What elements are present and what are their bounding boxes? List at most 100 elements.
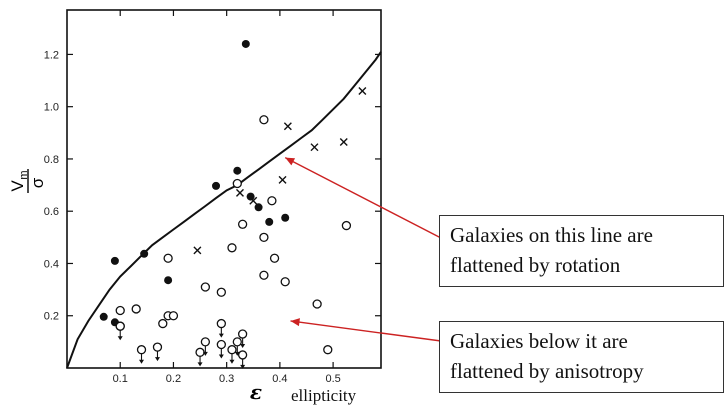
y-axis-label-numerator: V	[8, 180, 27, 192]
point-open	[341, 220, 352, 231]
upper-limit-circle	[216, 318, 226, 329]
point-filled	[212, 181, 221, 190]
point-filled	[99, 312, 108, 321]
point-open	[200, 282, 211, 292]
point-upper-limit	[227, 345, 237, 364]
point-filled	[254, 203, 263, 212]
point-open	[232, 178, 242, 189]
point-open	[115, 305, 125, 316]
y-tick-label: 0.4	[44, 258, 59, 270]
callout-rotation-line2: flattened by rotation	[450, 253, 621, 277]
point-upper-limit	[216, 339, 226, 359]
point-upper-limit	[136, 345, 147, 364]
point-cross	[310, 143, 319, 152]
point-upper-limit	[195, 347, 205, 367]
point-open	[267, 196, 277, 206]
point-cross	[283, 122, 292, 131]
point-filled	[233, 166, 242, 175]
axis-ticks: 0.1 0.2 0.3 0.4 0.5 0.2 0.4 0.6 0.8 1.0 1.2	[44, 10, 381, 385]
point-upper-limit	[216, 318, 226, 338]
point-open	[259, 270, 269, 280]
annotation-arrow	[284, 157, 442, 239]
upper-limit-arrowhead	[229, 359, 235, 364]
upper-limit-arrowhead	[218, 333, 224, 338]
point-open	[280, 277, 290, 287]
cross-stroke-b	[278, 175, 287, 184]
arrow-head	[290, 318, 300, 327]
y-axis-label-subscript: m	[18, 170, 30, 179]
y-tick-label: 0.2	[44, 311, 59, 323]
point-filled	[265, 217, 274, 226]
point-open	[216, 287, 226, 297]
upper-limit-arrowhead	[202, 351, 208, 356]
point-filled	[164, 276, 173, 285]
upper-limit-circle	[227, 345, 237, 355]
point-open	[323, 345, 333, 355]
cross-stroke-b	[358, 87, 367, 96]
point-cross	[278, 175, 287, 184]
x-tick-label: 0.2	[166, 373, 181, 385]
annotation-arrow	[290, 318, 442, 342]
y-tick-label: 0.8	[44, 154, 59, 166]
x-axis-label-group: ε	[250, 380, 262, 404]
point-open	[312, 299, 322, 309]
x-tick-label: 0.1	[113, 373, 128, 385]
point-open	[168, 311, 179, 321]
upper-limit-circle	[216, 339, 226, 350]
point-open	[158, 318, 168, 329]
point-upper-limit	[237, 329, 248, 349]
callout-rotation-line1: Galaxies on this line are	[450, 223, 653, 247]
point-open	[237, 219, 248, 229]
upper-limit-circle	[136, 345, 147, 355]
rotation-curve	[66, 51, 382, 369]
point-upper-limit	[232, 337, 242, 356]
point-filled	[246, 192, 255, 201]
arrow-head	[285, 157, 296, 166]
point-open	[227, 243, 237, 253]
y-tick-label: 1.2	[44, 49, 59, 61]
upper-limit-circle	[152, 342, 163, 352]
upper-limit-circle	[237, 329, 248, 339]
cross-stroke-b	[235, 188, 244, 197]
x-tick-label: 0.5	[325, 373, 340, 385]
upper-limit-arrowhead	[117, 336, 123, 341]
upper-limit-circle	[237, 350, 248, 360]
upper-limit-circle	[200, 337, 211, 347]
point-open	[259, 232, 269, 242]
upper-limit-circle	[195, 347, 205, 357]
x-axis-label: ε	[250, 380, 262, 404]
point-upper-limit	[152, 342, 163, 362]
y-tick-label: 0.6	[44, 206, 59, 218]
data-points	[99, 39, 367, 369]
point-open	[131, 304, 141, 314]
upper-limit-arrowhead	[240, 344, 246, 349]
cross-stroke-b	[310, 143, 319, 152]
point-filled	[281, 213, 290, 222]
point-upper-limit	[200, 337, 211, 356]
x-tick-label: 0.3	[219, 373, 234, 385]
upper-limit-circle	[232, 337, 242, 347]
point-filled	[140, 249, 149, 258]
cross-stroke-b	[193, 246, 202, 255]
callout-anisotropy-line2: flattened by anisotropy	[450, 359, 644, 383]
plot-border	[66, 9, 382, 369]
point-cross	[235, 188, 244, 197]
upper-limit-arrowhead	[240, 364, 246, 369]
annotation-arrows	[284, 157, 442, 342]
arrow-shaft	[284, 157, 442, 239]
point-open	[163, 253, 173, 263]
point-cross	[193, 246, 202, 255]
point-filled	[241, 39, 250, 48]
upper-limit-circle	[115, 321, 125, 331]
point-open	[269, 253, 280, 263]
cross-stroke-b	[249, 196, 258, 205]
y-tick-label: 1.0	[44, 102, 59, 114]
y-axis-label-denominator: σ	[28, 177, 47, 188]
callout-anisotropy: Galaxies below it are flattened by aniso…	[439, 321, 724, 393]
cross-stroke-b	[339, 137, 348, 146]
curve-line	[66, 51, 382, 369]
y-axis-label: V m σ	[8, 169, 47, 193]
callout-rotation: Galaxies on this line are flattened by r…	[439, 215, 724, 287]
x-tick-label: 0.4	[272, 373, 287, 385]
